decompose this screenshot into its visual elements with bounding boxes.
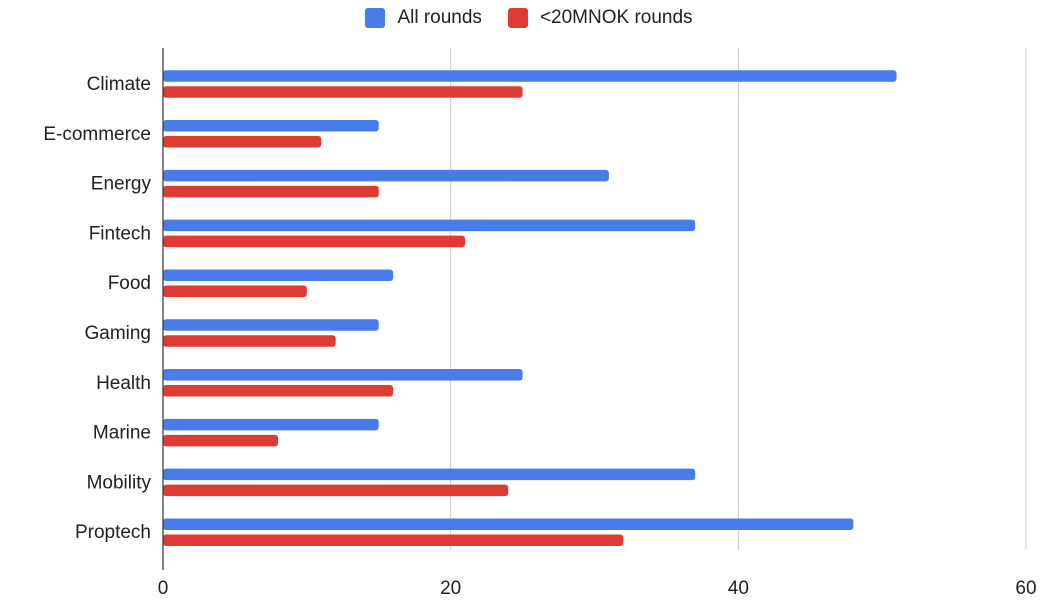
legend-swatch-small-rounds <box>507 8 528 28</box>
category-label: Food <box>108 273 151 294</box>
bar-all-rounds <box>163 120 379 132</box>
bar-small-rounds <box>163 385 394 397</box>
category-label: Mobility <box>87 472 152 493</box>
x-tick-label: 0 <box>158 578 169 599</box>
bar-all-rounds <box>163 319 379 331</box>
category-label: Marine <box>93 423 151 444</box>
category-label: Energy <box>91 174 152 195</box>
bar-small-rounds <box>163 285 307 297</box>
bar-small-rounds <box>163 335 336 347</box>
bar-all-rounds <box>163 518 854 530</box>
bar-all-rounds <box>163 219 696 232</box>
bar-all-rounds <box>163 169 609 182</box>
legend-label-small-rounds: <20MNOK rounds <box>539 7 693 28</box>
bar-all-rounds <box>163 70 897 82</box>
category-label: Health <box>96 373 151 394</box>
legend-item-small-rounds: <20MNOK rounds <box>507 7 693 29</box>
category-label: Proptech <box>75 522 151 543</box>
legend-item-all-rounds: All rounds <box>365 7 482 29</box>
bar-small-rounds <box>163 484 509 497</box>
chart-legend: All rounds <20MNOK rounds <box>0 5 1058 31</box>
x-tick-label: 20 <box>440 578 461 599</box>
category-label: E-commerce <box>43 124 151 145</box>
bar-all-rounds <box>163 369 523 381</box>
bar-small-rounds <box>163 534 624 546</box>
bar-small-rounds <box>163 235 466 248</box>
legend-label-all-rounds: All rounds <box>397 7 482 28</box>
category-label: Gaming <box>84 323 151 344</box>
legend-swatch-all-rounds <box>365 8 386 28</box>
bar-small-rounds <box>163 136 322 148</box>
bar-small-rounds <box>163 185 379 198</box>
bar-small-rounds <box>163 86 523 98</box>
x-tick-label: 60 <box>1015 578 1036 599</box>
category-label: Climate <box>87 74 151 95</box>
category-label: Fintech <box>89 223 151 244</box>
bar-small-rounds <box>163 434 279 447</box>
x-tick-label: 40 <box>728 578 749 599</box>
bar-all-rounds <box>163 269 394 281</box>
bar-all-rounds <box>163 418 379 431</box>
bar-all-rounds <box>163 468 696 481</box>
